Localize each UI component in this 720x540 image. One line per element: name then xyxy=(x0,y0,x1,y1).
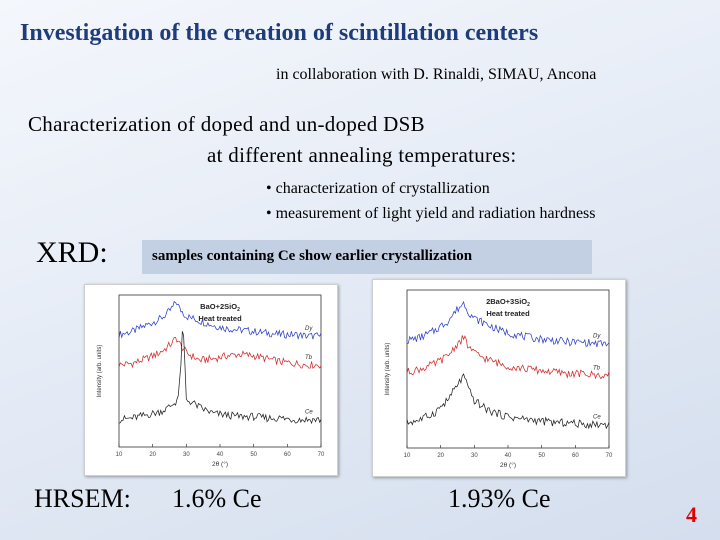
chart-subtitle: Heat treated xyxy=(198,314,242,323)
x-axis-label: 2θ (°) xyxy=(212,460,228,468)
xrd-chart-svg: 10 20 30 40 50 60 70 2θ (°) Intensity (arb. unit… xyxy=(385,289,613,469)
x-tick-label: 20 xyxy=(149,452,156,458)
crystallization-note-box: samples containing Ce show earlier cryst… xyxy=(142,240,592,274)
y-axis-label: Intensity (arb. units) xyxy=(97,345,103,398)
x-tick-label: 20 xyxy=(437,453,444,459)
bullet-light-yield: • measurement of light yield and radiati… xyxy=(266,205,596,222)
series-label-ce: Ce xyxy=(593,414,601,420)
series-label-dy: Dy xyxy=(593,334,601,340)
y-axis-label: Intensity (arb. units) xyxy=(385,343,391,396)
slide-title: Investigation of the creation of scintil… xyxy=(20,20,539,46)
x-tick-label: 50 xyxy=(538,453,545,459)
bullet-crystallization: • characterization of crystallization xyxy=(266,180,490,197)
series-label-ce: Ce xyxy=(305,410,313,416)
series-line-tb xyxy=(118,336,322,369)
x-tick-label: 40 xyxy=(217,452,224,458)
series-line-ce xyxy=(118,331,322,425)
series-label-tb: Tb xyxy=(305,355,313,361)
series-label-tb: Tb xyxy=(593,365,601,371)
x-tick-label: 60 xyxy=(284,452,291,458)
xrd-chart-2bao-3sio2: 10 20 30 40 50 60 70 2θ (°) Intensity (arb. unit… xyxy=(372,279,626,477)
chart-title-subscript: 2 xyxy=(237,307,240,313)
chart-title-subscript: 2 xyxy=(527,302,530,308)
series-line-tb xyxy=(406,335,610,380)
xrd-chart-bao-2sio2: 10 20 30 40 50 60 70 2θ (°) Intensity (arb. unit… xyxy=(84,284,338,476)
heading-line-1: Characterization of doped and un-doped D… xyxy=(28,112,425,136)
crystallization-note-text: samples containing Ce show earlier cryst… xyxy=(152,248,473,264)
series-line-dy xyxy=(406,300,610,348)
series-line-ce xyxy=(406,373,610,430)
x-axis-label: 2θ (°) xyxy=(500,461,516,469)
series-line-dy xyxy=(118,300,322,340)
series-label-dy: Dy xyxy=(305,326,313,332)
chart-title-main: 2BaO+3SiO xyxy=(486,297,527,306)
x-tick-label: 10 xyxy=(404,453,411,459)
chart-title: BaO+2SiO2 xyxy=(200,302,240,313)
x-tick-label: 60 xyxy=(572,453,579,459)
x-tick-label: 70 xyxy=(606,453,613,459)
x-tick-label: 10 xyxy=(116,452,123,458)
hrsem-label: HRSEM: xyxy=(34,484,131,513)
xrd-chart-svg: 10 20 30 40 50 60 70 2θ (°) Intensity (arb. unit… xyxy=(97,294,325,468)
heading-line-2: at different annealing temperatures: xyxy=(207,143,517,167)
xrd-label: XRD: xyxy=(36,236,108,269)
chart-subtitle: Heat treated xyxy=(486,309,530,318)
ce-concentration-label-2: 1.93% Ce xyxy=(448,484,551,513)
x-tick-label: 30 xyxy=(183,452,190,458)
x-tick-label: 50 xyxy=(250,452,257,458)
x-tick-label: 70 xyxy=(318,452,325,458)
page-number: 4 xyxy=(686,502,697,527)
chart-title: 2BaO+3SiO2 xyxy=(486,297,530,308)
chart-title-main: BaO+2SiO xyxy=(200,302,237,311)
collaboration-note: in collaboration with D. Rinaldi, SIMAU,… xyxy=(276,66,597,83)
x-tick-label: 30 xyxy=(471,453,478,459)
ce-concentration-label-1: 1.6% Ce xyxy=(172,484,262,513)
x-tick-label: 40 xyxy=(505,453,512,459)
